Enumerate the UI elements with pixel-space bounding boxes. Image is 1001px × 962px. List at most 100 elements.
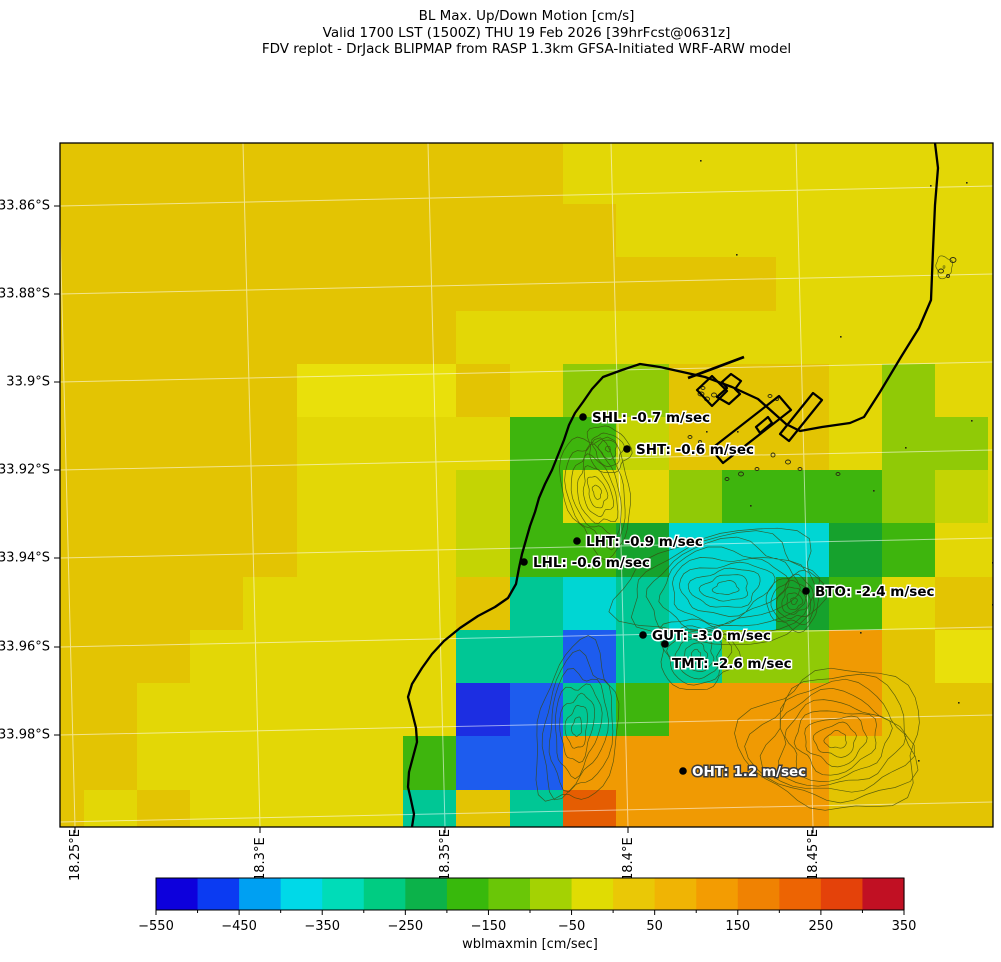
map-cell [350,790,404,827]
map-cell [829,364,883,418]
map-cell [988,417,993,471]
colorbar-tick-label: −350 [304,919,340,934]
colorbar-segment [280,878,323,910]
station-label-TMT: TMT: -2.6 m/sec [672,656,792,672]
map-border [59,142,994,828]
map-cell [137,577,191,631]
map-cell [829,630,883,684]
map-cell [882,790,936,827]
map-cell [297,523,351,578]
harbor-quay-outline [709,394,793,465]
map-cell [722,151,777,205]
map-cell [510,470,564,524]
map-cell [776,204,830,258]
map-cell [882,470,936,524]
map-cell [510,790,564,827]
map-cell [297,364,351,418]
islet-blob [738,471,744,477]
map-cell [137,257,191,312]
map-cell [137,311,191,365]
map-cell [510,630,564,684]
map-cell [350,257,404,312]
map-cell [137,523,191,578]
colorbar-tick-label: 350 [892,919,917,934]
islet-blob [770,452,776,458]
map-cell [882,577,936,631]
station-marker-SHL [579,413,587,421]
graticule-meridian [427,143,446,827]
map-cell [60,143,85,152]
map-speck [966,182,968,184]
map-cell [616,257,670,312]
map-cell [60,151,85,205]
islet-blob [797,467,803,471]
map-cell [137,143,191,152]
islet-blob [724,477,730,481]
map-cell [456,523,511,578]
map-cell [297,417,351,471]
islet-blob [711,392,717,398]
map-cell [456,311,511,365]
map-cell [935,577,989,631]
map-cell [669,311,723,365]
map-cell [935,630,989,684]
contour-ring-set [935,255,954,280]
colorbar-tick-label: −50 [558,919,585,934]
map-cell [190,364,244,418]
map-cell [776,143,830,152]
map-cell [297,470,351,524]
map-speck [971,420,973,422]
map-cell [935,790,989,827]
harbor-quay-outline [778,391,824,443]
map-speck [700,160,702,162]
map-cell [403,311,457,365]
map-cell [935,143,989,152]
graticule-meridian [610,143,629,827]
map-cell [403,577,457,631]
map-cell [935,523,989,578]
map-cell [722,204,777,258]
title-line-2: Valid 1700 LST (1500Z) THU 19 Feb 2026 [… [322,24,731,41]
y-tick-label: 33.9°S [6,375,50,390]
map-cell [297,257,351,312]
map-speck [750,505,752,507]
map-cell [510,143,564,152]
map-cell [297,790,351,827]
map-cell [935,417,989,471]
map-speck [840,336,842,338]
y-tick-label: 33.94°S [0,551,50,566]
map-cell [776,523,830,578]
map-cell [456,630,511,684]
map-cell [829,470,883,524]
map-cell [988,630,993,684]
map-cell [190,257,244,312]
map-cell [137,417,191,471]
map-speck [918,760,920,762]
map-cell [669,204,723,258]
map-cell [84,630,138,684]
map-cell [60,417,85,471]
map-cell [616,736,670,791]
station-marker-LHT [573,537,581,545]
map-cell [563,311,617,365]
map-cell [563,204,617,258]
map-cell [456,151,511,205]
map-cell [669,257,723,312]
map-cell [84,523,138,578]
graticule-meridian [242,143,261,827]
colorbar-segment [156,878,199,910]
map-cell [829,257,883,312]
map-cell [190,311,244,365]
map-cell [988,470,993,524]
map-cell [190,143,244,152]
map-cell [84,311,138,365]
colorbar-segment [530,878,573,910]
map-cell [563,151,617,205]
colorbar-tick-label: −250 [387,919,423,934]
station-marker-TMT [661,640,669,648]
map-cell [829,683,883,737]
station-label-SHT: SHT: -0.6 m/sec [636,442,754,458]
station-label-LHT: LHT: -0.9 m/sec [586,534,703,550]
map-cell [563,143,617,152]
map-cell [190,577,244,631]
